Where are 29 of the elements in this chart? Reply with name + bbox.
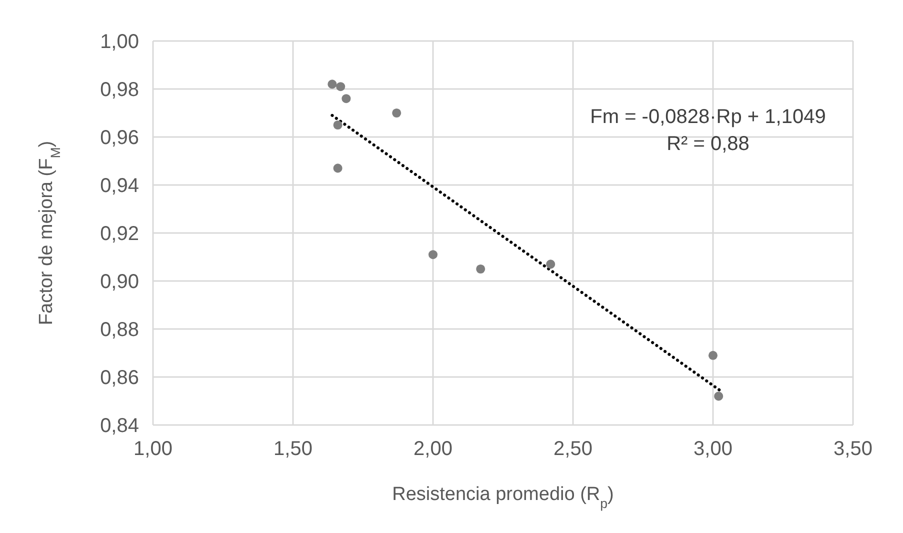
point [428, 250, 438, 260]
x-tick-label: 3,50 [834, 438, 872, 460]
y-tick-label: 0,92 [100, 223, 139, 246]
x-axis-title: Resistencia promedio (R$_{p}$) [392, 484, 614, 510]
annotation: Fm = -0,0828·Rp + 1,1049 [590, 106, 826, 128]
x-tick-label: 3,00 [694, 438, 732, 460]
point [336, 82, 346, 92]
point [392, 108, 402, 118]
x-tick-label: 1,00 [134, 438, 172, 460]
y-tick-label: 0,94 [100, 175, 139, 198]
x-tick-label: 2,00 [414, 438, 452, 460]
y-tick-label: 0,96 [100, 127, 139, 150]
y-tick-label: 1,00 [100, 31, 139, 54]
point [342, 94, 351, 104]
x-tick-label: 1,50 [274, 438, 312, 460]
y-tick-label: 0,90 [100, 271, 139, 294]
point [714, 392, 724, 401]
y-tick-label: 0,88 [100, 319, 139, 342]
point [708, 350, 718, 360]
x-tick-label: 2,50 [554, 438, 592, 460]
point [546, 260, 556, 269]
y-tick-label: 0,98 [100, 79, 139, 102]
point [333, 120, 342, 130]
y-tick-label: 0,86 [100, 367, 139, 390]
point [476, 264, 486, 274]
point [328, 80, 337, 89]
annotation: R² = 0,88 [666, 133, 750, 155]
y-tick-label: 0,84 [100, 415, 139, 438]
point [333, 164, 342, 173]
